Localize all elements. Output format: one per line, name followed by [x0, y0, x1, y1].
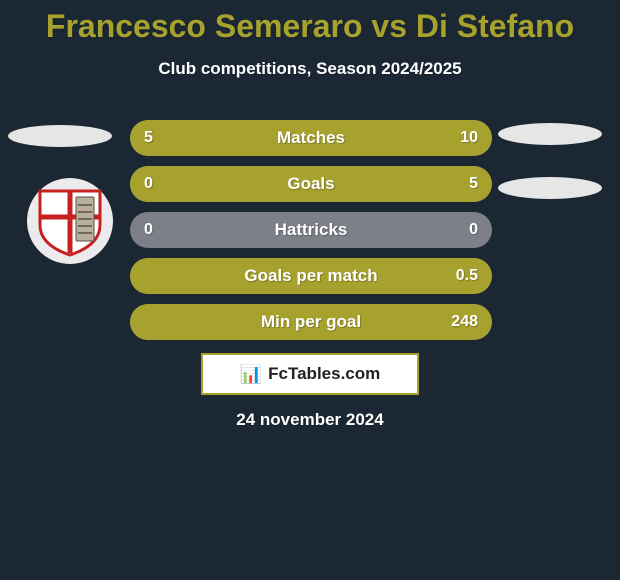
- stat-bar-row: Goals per match0.5: [130, 258, 492, 294]
- bar-label: Matches: [130, 128, 492, 148]
- bar-value-right: 0: [469, 221, 478, 239]
- subtitle: Club competitions, Season 2024/2025: [0, 59, 620, 79]
- placeholder-ellipse: [8, 125, 112, 147]
- bar-value-right: 5: [469, 175, 478, 193]
- club-badge: [27, 178, 113, 264]
- footer-attribution[interactable]: 📊 FcTables.com: [201, 353, 419, 395]
- placeholder-ellipse: [498, 177, 602, 199]
- stat-bar-row: Matches5 10: [130, 120, 492, 156]
- stat-bar-row: Min per goal248: [130, 304, 492, 340]
- placeholder-ellipse: [498, 123, 602, 145]
- bar-value-left: 0: [144, 221, 153, 239]
- bar-value-left: 5: [144, 129, 153, 147]
- bar-label: Goals: [130, 174, 492, 194]
- chart-icon: 📊: [240, 364, 262, 385]
- club-crest-icon: [34, 185, 106, 257]
- bar-value-right: 0.5: [456, 267, 478, 285]
- stat-bar-row: Goals0 5: [130, 166, 492, 202]
- page-title: Francesco Semeraro vs Di Stefano: [0, 0, 620, 45]
- date-text: 24 november 2024: [0, 410, 620, 430]
- footer-label: FcTables.com: [268, 364, 380, 384]
- bar-value-right: 10: [460, 129, 478, 147]
- bar-value-left: 0: [144, 175, 153, 193]
- bar-label: Min per goal: [130, 312, 492, 332]
- bar-value-right: 248: [451, 313, 478, 331]
- bar-label: Goals per match: [130, 266, 492, 286]
- comparison-infographic: Francesco Semeraro vs Di Stefano Club co…: [0, 0, 620, 580]
- stat-bars: Matches510Goals05Hattricks00Goals per ma…: [130, 120, 492, 350]
- stat-bar-row: Hattricks0 0: [130, 212, 492, 248]
- bar-label: Hattricks: [130, 220, 492, 240]
